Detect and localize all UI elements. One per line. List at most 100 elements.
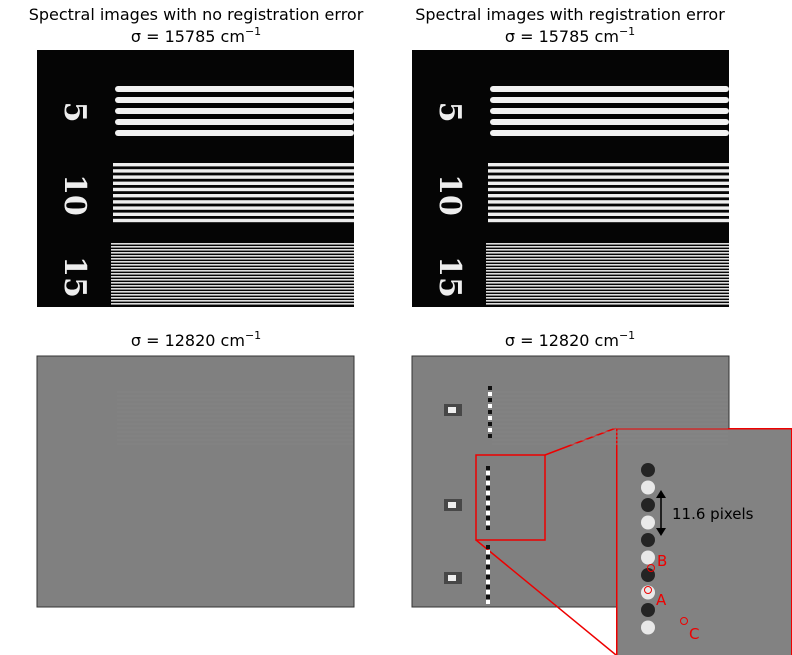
glyph: [448, 407, 456, 413]
point-label: B: [657, 552, 667, 570]
residual-dot: [486, 555, 490, 559]
stripe: [115, 86, 354, 92]
zoom-line: [475, 539, 617, 655]
residual-dot: [488, 386, 492, 390]
stripe: [488, 169, 729, 173]
residual-dot: [488, 416, 492, 420]
residual-dot: [488, 392, 492, 396]
inset-dot: [641, 480, 655, 495]
inset-dot: [641, 498, 655, 512]
sigma: σ = 12820 cm: [505, 331, 619, 350]
inset-dot: [641, 550, 655, 565]
residual-dot: [486, 590, 490, 594]
residual-dot: [486, 545, 490, 549]
stripe: [488, 163, 729, 167]
exponent: −1: [245, 329, 261, 342]
residual-dot: [486, 491, 490, 495]
zoom-box: [475, 454, 546, 541]
residual-dot: [488, 398, 492, 402]
point-label: C: [689, 625, 699, 643]
stripe: [488, 175, 729, 179]
stripe: [490, 97, 729, 103]
stripe: [488, 181, 729, 185]
stripe: [113, 169, 354, 173]
residual-dot: [486, 516, 490, 520]
stripe: [113, 218, 354, 223]
exponent: −1: [245, 25, 261, 38]
sigma-label: σ = 12820 cm−1: [131, 329, 261, 350]
residual-dot: [486, 521, 490, 525]
inset-dot: [641, 463, 655, 477]
stripe: [490, 108, 729, 114]
point-marker: [644, 586, 652, 594]
sigma: σ = 12820 cm: [131, 331, 245, 350]
residual-dot: [486, 496, 490, 500]
sigma-label: σ = 12820 cm−1: [505, 329, 635, 350]
image: [36, 355, 355, 608]
point-marker: [647, 564, 655, 572]
glyph: [448, 502, 456, 508]
residual-dot: [486, 600, 490, 604]
stripe: [490, 119, 729, 125]
stripe: [488, 194, 729, 198]
stripe: [488, 187, 729, 192]
residual-dot: [486, 486, 490, 490]
stripe: [113, 212, 354, 216]
residual-dot: [486, 565, 490, 569]
residual-dot: [488, 428, 492, 432]
stripe: [488, 200, 729, 204]
spacing-label: 11.6 pixels: [672, 505, 754, 523]
inset-dot: [641, 603, 655, 617]
exponent: −1: [619, 25, 635, 38]
stripe: [115, 119, 354, 125]
residual-dot: [486, 595, 490, 599]
target-label: 15: [432, 256, 467, 298]
residual-dot: [486, 526, 490, 530]
stripe: [113, 194, 354, 198]
target-label: 10: [57, 174, 92, 216]
inset-dot: [641, 585, 655, 600]
target-label: 10: [432, 174, 467, 216]
residual-dot: [486, 471, 490, 475]
point-label: A: [656, 591, 667, 609]
residual-dot: [488, 422, 492, 426]
stripe: [113, 187, 354, 192]
residual-dot: [486, 560, 490, 564]
panel-title: Spectral images with no registration err…: [29, 5, 364, 24]
residual-dot: [486, 575, 490, 579]
residual-dot: [488, 434, 492, 438]
residual-dot: [486, 570, 490, 574]
residual-dot: [486, 501, 490, 505]
stripe: [113, 163, 354, 167]
residual-dot: [486, 550, 490, 554]
stripe: [488, 212, 729, 216]
inset-dot: [641, 515, 655, 530]
inset-dot: [641, 620, 655, 635]
point-marker: [680, 617, 688, 625]
sigma: σ = 15785 cm: [505, 27, 619, 46]
residual-dot: [488, 404, 492, 408]
stripe: [490, 130, 729, 136]
inset-dot: [641, 533, 655, 547]
stripe: [113, 206, 354, 210]
stripe: [113, 175, 354, 179]
stripe-fine: [111, 243, 354, 305]
residual-dot: [486, 506, 490, 510]
panel-title: Spectral images with registration error: [415, 5, 725, 24]
stripe: [488, 206, 729, 210]
stripe: [113, 200, 354, 204]
residual-dot: [486, 476, 490, 480]
residual-dot: [488, 410, 492, 414]
stripe: [488, 218, 729, 223]
target-label: 15: [57, 256, 92, 298]
residual-dot: [486, 466, 490, 470]
stripe: [115, 108, 354, 114]
target-label: 5: [57, 102, 92, 123]
stripe: [113, 181, 354, 185]
exponent: −1: [619, 329, 635, 342]
residual-dot: [486, 580, 490, 584]
stripe: [490, 86, 729, 92]
stripe: [115, 130, 354, 136]
stripe: [115, 97, 354, 103]
